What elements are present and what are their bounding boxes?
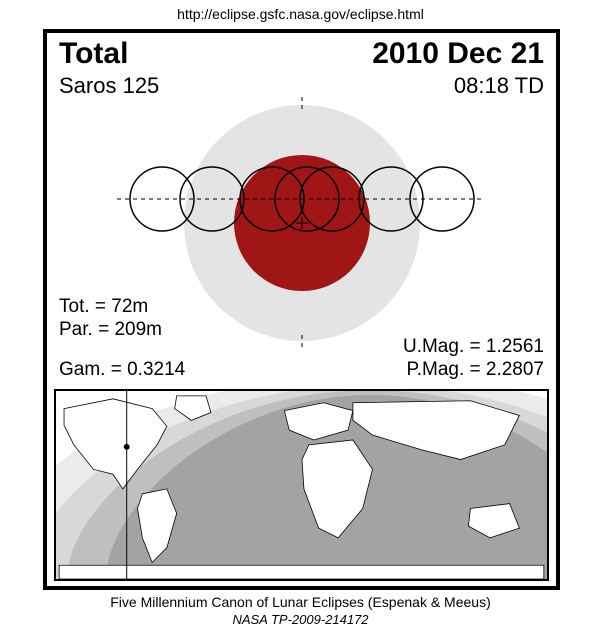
visibility-map bbox=[54, 389, 549, 581]
stat-tot: Tot. = 72m bbox=[59, 296, 148, 318]
eclipse-card: Total Saros 125 2010 Dec 21 08:18 TD Tot… bbox=[43, 29, 560, 590]
footer-credit: Five Millennium Canon of Lunar Eclipses … bbox=[0, 594, 601, 610]
source-url: http://eclipse.gsfc.nasa.gov/eclipse.htm… bbox=[0, 0, 601, 22]
stat-par: Par. = 209m bbox=[59, 319, 162, 341]
header: Total Saros 125 2010 Dec 21 08:18 TD bbox=[47, 33, 556, 43]
stat-pmag: P.Mag. = 2.2807 bbox=[406, 359, 544, 381]
footer: Five Millennium Canon of Lunar Eclipses … bbox=[0, 594, 601, 627]
stat-gam: Gam. = 0.3214 bbox=[59, 359, 185, 381]
stat-umag: U.Mag. = 1.2561 bbox=[403, 336, 544, 358]
footer-pubid: NASA TP-2009-214172 bbox=[0, 612, 601, 627]
eclipse-type: Total bbox=[59, 37, 128, 71]
eclipse-date: 2010 Dec 21 bbox=[372, 37, 544, 71]
